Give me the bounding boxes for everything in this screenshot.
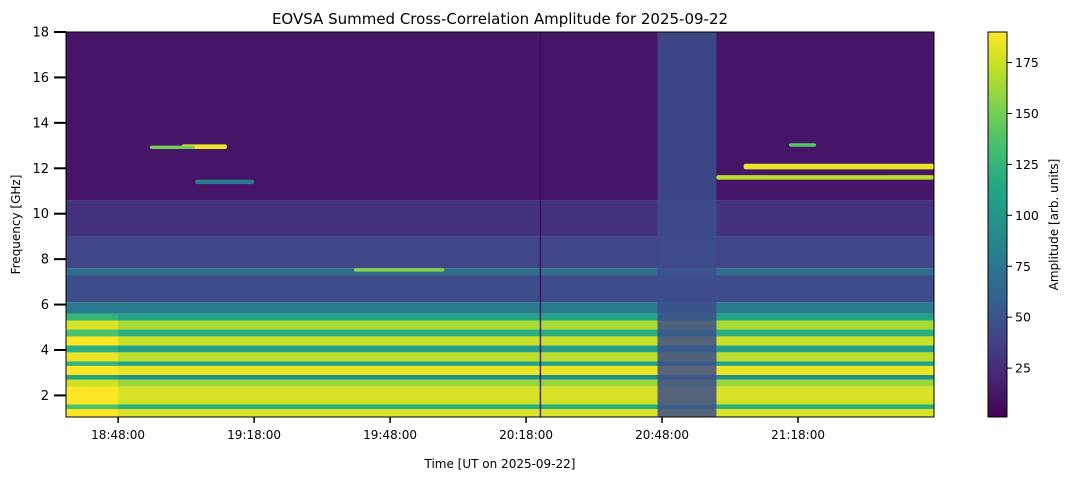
- colorbar-tick-label: 100: [1015, 208, 1039, 223]
- chart-title: EOVSA Summed Cross-Correlation Amplitude…: [272, 10, 728, 28]
- heatmap-segment: [66, 404, 119, 410]
- y-tick-label: 14: [32, 116, 49, 131]
- heatmap-band: [66, 399, 934, 405]
- y-tick-label: 4: [41, 343, 49, 358]
- x-tick-label: 19:18:00: [227, 428, 281, 442]
- y-axis-label: Frequency [GHz]: [9, 175, 23, 275]
- heatmap-segment: [66, 374, 119, 380]
- y-tick-label: 8: [41, 253, 49, 268]
- heatmap-feature: [788, 143, 817, 147]
- y-tick-label: 10: [32, 207, 49, 222]
- x-axis-label: Time [UT on 2025-09-22]: [424, 457, 576, 471]
- heatmap-segment: [66, 320, 119, 330]
- heatmap-segment: [66, 365, 119, 375]
- heatmap-band: [66, 329, 934, 337]
- colorbar-frame: [987, 31, 1008, 418]
- heatmap-segment: [66, 345, 119, 353]
- colorbar-tick-label: 25: [1015, 361, 1031, 376]
- heatmap-feature: [353, 268, 445, 272]
- x-axis: 18:48:00 19:18:00 19:48:00 20:18:00 20:48:00…: [91, 417, 825, 442]
- colorbar-axis: 25 50 75 100 125 150 175: [1007, 55, 1039, 376]
- y-tick-label: 2: [41, 389, 49, 404]
- heatmap-segment: [66, 409, 119, 417]
- colorbar-tick-label: 50: [1015, 310, 1031, 325]
- heatmap-feature: [716, 175, 934, 180]
- heatmap-band: [66, 386, 934, 400]
- heatmap-segment: [66, 361, 119, 366]
- heatmap-band: [66, 361, 934, 366]
- colorbar-tick-label: 75: [1015, 259, 1031, 274]
- y-axis: 2 4 6 8 10 12 14 16 18: [32, 26, 66, 404]
- heatmap-segment: [66, 386, 119, 400]
- heatmap-band: [66, 200, 934, 237]
- colorbar: [988, 32, 1007, 417]
- colorbar-tick-label: 125: [1015, 157, 1039, 172]
- heatmap-band: [66, 409, 934, 417]
- heatmap-band: [66, 365, 934, 375]
- heatmap-segment: [539, 32, 542, 417]
- heatmap-band: [66, 345, 934, 353]
- heatmap-segment: [66, 379, 119, 387]
- heatmap-band: [66, 302, 934, 314]
- heatmap-segment: [66, 313, 119, 321]
- heatmap-band: [66, 313, 934, 321]
- x-tick-label: 18:48:00: [91, 428, 145, 442]
- heatmap-band: [66, 236, 934, 269]
- heatmap-band: [66, 320, 934, 330]
- y-tick-label: 6: [41, 298, 49, 313]
- heatmap-band: [66, 275, 934, 303]
- heatmap-segment: [657, 32, 717, 417]
- heatmap-segment: [66, 399, 119, 405]
- heatmap-band: [66, 352, 934, 362]
- heatmap-band: [66, 404, 934, 410]
- y-tick-label: 18: [32, 26, 49, 41]
- heatmap-band: [66, 379, 934, 387]
- x-tick-label: 20:18:00: [499, 428, 553, 442]
- colorbar-label: Amplitude [arb. units]: [1047, 159, 1061, 291]
- heatmap-feature: [149, 145, 196, 149]
- y-tick-label: 16: [32, 71, 49, 86]
- heatmap-segment: [66, 329, 119, 337]
- heatmap-feature: [743, 163, 934, 170]
- heatmap-segment: [66, 336, 119, 346]
- heatmap-band: [66, 374, 934, 380]
- heatmap-band: [66, 336, 934, 346]
- x-tick-label: 19:48:00: [363, 428, 417, 442]
- plot-frame: [65, 31, 935, 418]
- heatmap-feature: [195, 179, 255, 185]
- plot-area: [66, 32, 934, 417]
- x-tick-label: 21:18:00: [771, 428, 825, 442]
- colorbar-tick-label: 175: [1015, 55, 1039, 70]
- heatmap-segment: [66, 352, 119, 362]
- colorbar-gradient: [988, 32, 1007, 417]
- y-tick-label: 12: [32, 162, 49, 177]
- x-tick-label: 20:48:00: [635, 428, 689, 442]
- colorbar-tick-label: 150: [1015, 106, 1039, 121]
- heatmap-band: [66, 268, 934, 276]
- heatmap-band: [66, 32, 934, 201]
